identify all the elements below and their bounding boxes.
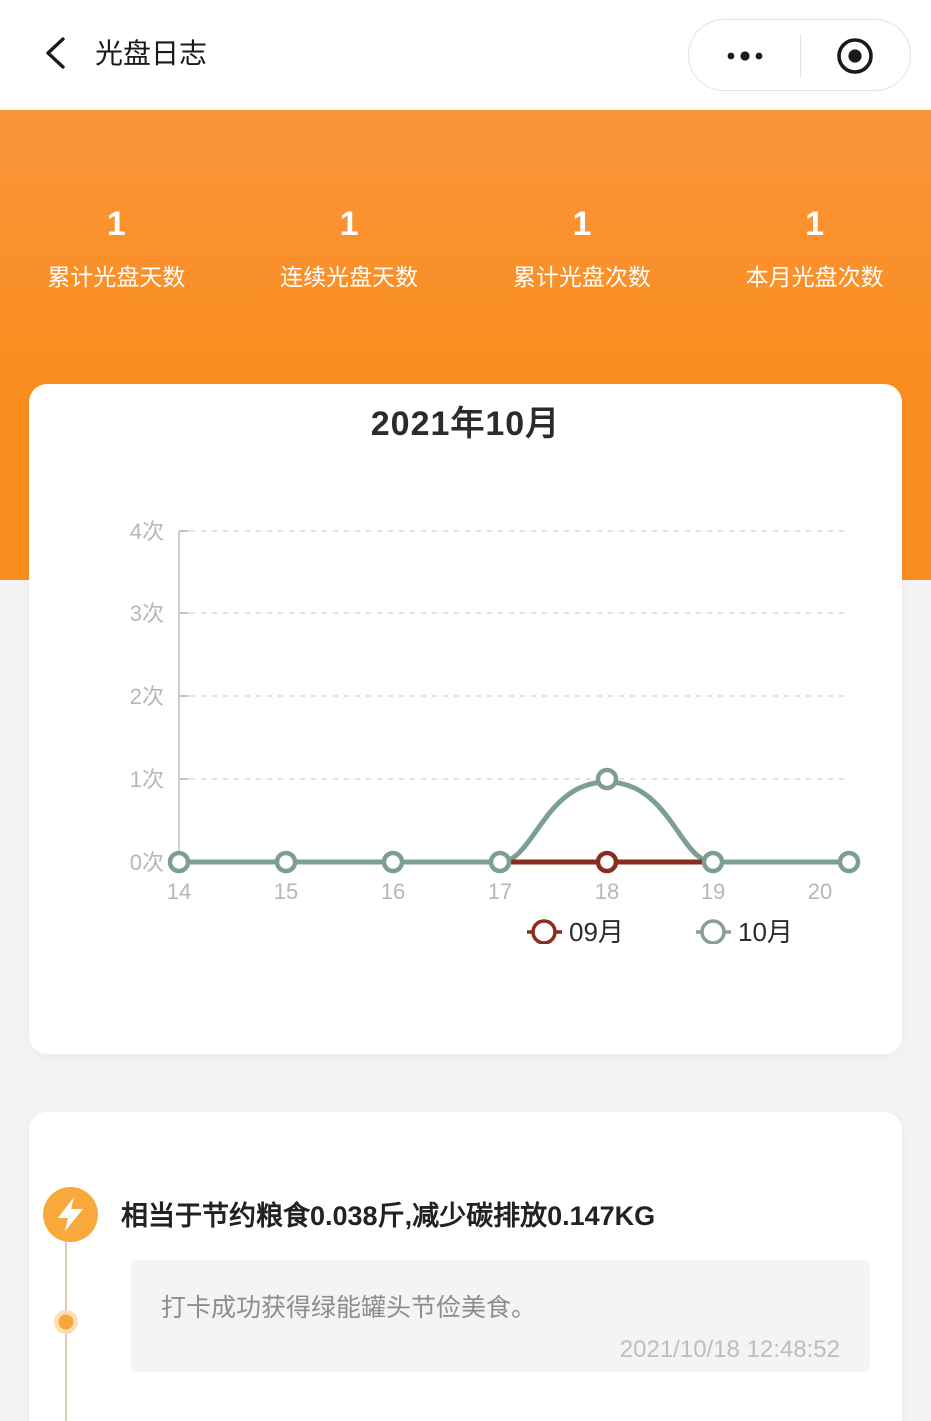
svg-text:15: 15 [274, 879, 298, 904]
svg-text:4次: 4次 [130, 519, 164, 544]
svg-text:20: 20 [808, 879, 832, 904]
svg-text:1次: 1次 [130, 767, 164, 792]
svg-text:14: 14 [167, 879, 191, 904]
svg-text:19: 19 [701, 879, 725, 904]
svg-text:16: 16 [381, 879, 405, 904]
svg-text:10月: 10月 [738, 917, 793, 944]
svg-text:09月: 09月 [569, 917, 624, 944]
svg-text:17: 17 [488, 879, 512, 904]
svg-text:18: 18 [595, 879, 619, 904]
svg-text:2次: 2次 [130, 684, 164, 709]
svg-text:3次: 3次 [130, 601, 164, 626]
svg-text:0次: 0次 [130, 850, 164, 875]
